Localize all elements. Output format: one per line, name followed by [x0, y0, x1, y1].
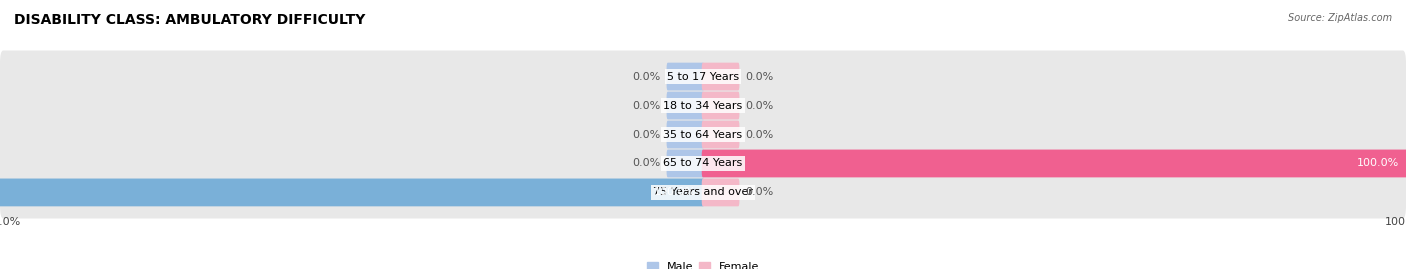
FancyBboxPatch shape [666, 92, 704, 119]
FancyBboxPatch shape [702, 92, 740, 119]
Text: 0.0%: 0.0% [745, 129, 773, 140]
Text: 0.0%: 0.0% [745, 187, 773, 197]
FancyBboxPatch shape [702, 121, 740, 148]
Legend: Male, Female: Male, Female [647, 262, 759, 269]
Text: 18 to 34 Years: 18 to 34 Years [664, 101, 742, 111]
Text: 35 to 64 Years: 35 to 64 Years [664, 129, 742, 140]
Text: 0.0%: 0.0% [745, 72, 773, 82]
Text: DISABILITY CLASS: AMBULATORY DIFFICULTY: DISABILITY CLASS: AMBULATORY DIFFICULTY [14, 13, 366, 27]
FancyBboxPatch shape [0, 108, 1406, 161]
Text: 100.0%: 100.0% [1357, 158, 1399, 168]
FancyBboxPatch shape [666, 63, 704, 90]
FancyBboxPatch shape [666, 121, 704, 148]
FancyBboxPatch shape [702, 179, 740, 206]
FancyBboxPatch shape [0, 51, 1406, 103]
Text: 65 to 74 Years: 65 to 74 Years [664, 158, 742, 168]
Text: 0.0%: 0.0% [633, 158, 661, 168]
Text: 5 to 17 Years: 5 to 17 Years [666, 72, 740, 82]
FancyBboxPatch shape [666, 150, 704, 177]
FancyBboxPatch shape [0, 79, 1406, 132]
Text: 0.0%: 0.0% [633, 101, 661, 111]
FancyBboxPatch shape [0, 137, 1406, 190]
FancyBboxPatch shape [702, 150, 1406, 177]
Text: 75 Years and over: 75 Years and over [652, 187, 754, 197]
Text: 0.0%: 0.0% [633, 129, 661, 140]
Text: 0.0%: 0.0% [633, 72, 661, 82]
FancyBboxPatch shape [702, 63, 740, 90]
FancyBboxPatch shape [0, 179, 704, 206]
Text: 0.0%: 0.0% [745, 101, 773, 111]
FancyBboxPatch shape [0, 166, 1406, 218]
Text: Source: ZipAtlas.com: Source: ZipAtlas.com [1288, 13, 1392, 23]
Text: 100.0%: 100.0% [654, 187, 696, 197]
